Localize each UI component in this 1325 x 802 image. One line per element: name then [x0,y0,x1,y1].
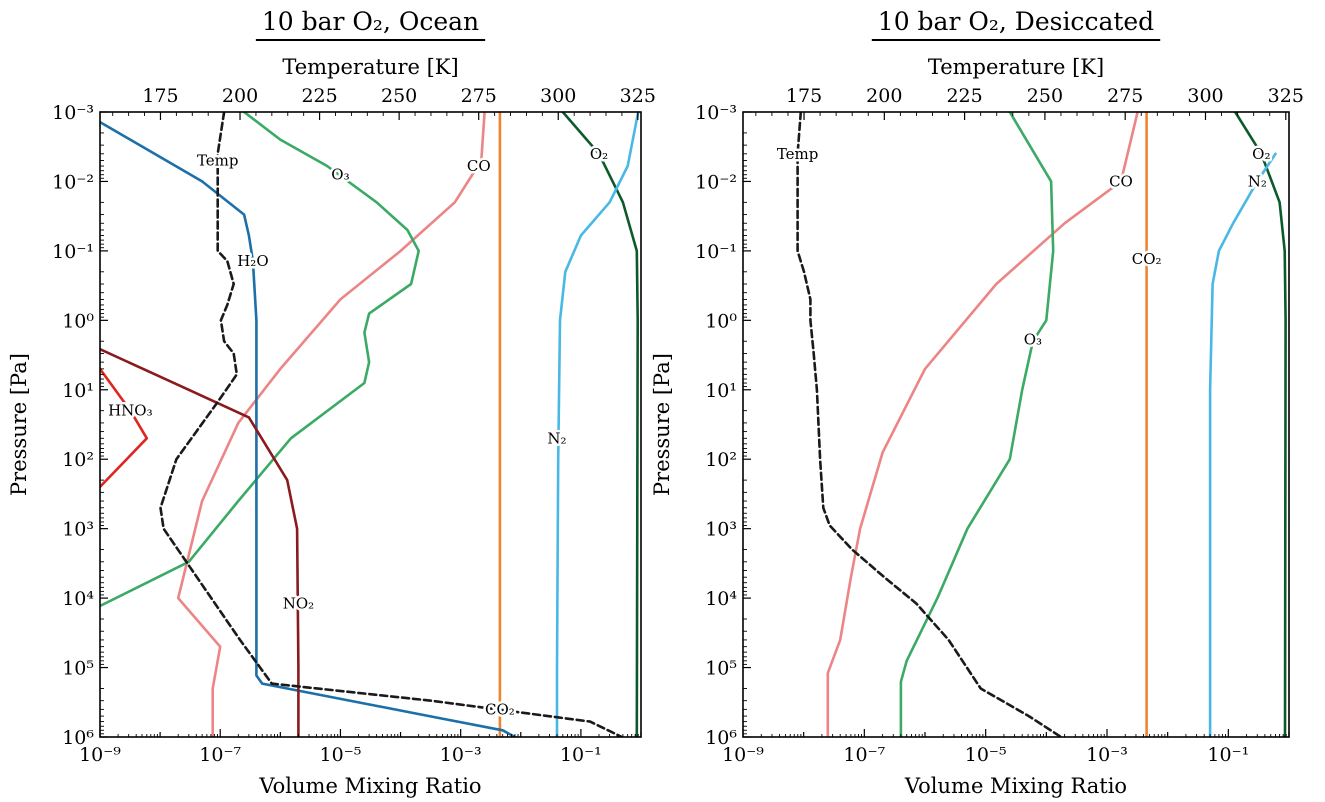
series-line-temp [159,112,624,737]
y-tick-label: 10³ [705,519,737,541]
x-tick-label: 10⁻⁷ [843,744,885,766]
y-tick-label: 10² [705,449,737,471]
temp-tick-label: 250 [381,85,417,107]
temp-tick-label: 200 [866,85,902,107]
series-line-temp [796,112,1063,737]
series-label-o2: O₂ [590,145,608,163]
y-tick-label: 10⁶ [62,727,94,749]
y-tick-label: 10⁰ [705,310,737,332]
series-label-n2: N₂ [1248,172,1267,190]
y-tick-label: 10⁴ [705,588,737,610]
y-tick-label: 10⁵ [62,658,94,680]
series-line-n2 [555,112,640,737]
y-tick-label: 10⁻¹ [695,241,737,263]
x-tick-label: 10⁻¹ [1207,744,1249,766]
chart-title: 10 bar O₂, Ocean [262,7,479,36]
y-tick-label: 10⁻² [52,171,94,193]
series-line-n2 [1208,152,1277,737]
series-line-o3 [899,112,1055,737]
series-label-co2: CO₂ [1132,250,1162,268]
x-tick-label: 10⁻¹ [560,744,602,766]
chart-title: 10 bar O₂, Desiccated [878,7,1154,36]
series-label-o3: O₃ [331,166,349,184]
x-tick-label: 10⁻⁵ [965,744,1007,766]
series-lines [796,112,1287,737]
y-tick-label: 10⁵ [705,658,737,680]
panel-ocean: O₂ N₂ CO₂ CO O₃ H₂O NO₂ HNO₃ Temp 10⁻⁹ 10⁻⁷ 10⁻⁵ 10⁻… [7,7,656,798]
x-tick-label: 10⁻⁹ [79,744,121,766]
plot-frame [742,111,1290,738]
series-label-o3: O₃ [1024,331,1042,349]
y-axis-label: Pressure [Pa] [650,353,674,496]
temp-tick-label: 250 [1027,85,1063,107]
series-line-co [826,112,1139,737]
temp-tick-label: 325 [1268,85,1304,107]
temp-tick-label: 175 [786,85,822,107]
temp-axis-label: Temperature [K] [928,55,1104,79]
series-line-o2 [561,112,639,737]
y-tick-label: 10⁻¹ [52,241,94,263]
series-label-co: CO [467,157,491,175]
y-tick-label: 10⁻² [695,171,737,193]
x-tick-label: 10⁻³ [440,744,482,766]
series-label-n2: N₂ [547,429,566,447]
series-label-h2o: H₂O [237,252,268,270]
plot-frame [99,111,642,738]
series-label-co2: CO₂ [485,700,515,718]
temp-tick-label: 275 [461,85,497,107]
series-label-temp: Temp [777,145,819,163]
series-label-hno3: HNO₃ [108,402,153,420]
y-tick-label: 10² [62,449,94,471]
series-line-o2 [1233,112,1287,737]
series-line-hno3 [100,367,149,489]
temp-tick-label: 275 [1107,85,1143,107]
x-tick-label: 10⁻⁷ [199,744,241,766]
y-tick-label: 10⁻³ [695,102,737,124]
y-tick-label: 10⁴ [62,588,94,610]
x-tick-label: 10⁻⁵ [320,744,362,766]
y-tick-label: 10⁶ [705,727,737,749]
y-tick-label: 10⁻³ [52,102,94,124]
series-label-temp: Temp [197,152,239,170]
temp-tick-label: 225 [301,85,337,107]
temp-tick-label: 300 [1187,85,1223,107]
y-tick-label: 10³ [62,519,94,541]
panel-desiccated: O₂ N₂ CO₂ CO O₃ Temp 10⁻⁹ 10⁻⁷ 10⁻⁵ 10⁻³ 10⁻¹ 10⁻³ 1… [650,7,1304,798]
y-axis-label: Pressure [Pa] [7,353,31,496]
series-label-co: CO [1109,172,1133,190]
temp-tick-label: 200 [222,85,258,107]
series-label-no2: NO₂ [283,595,314,613]
temp-tick-label: 300 [540,85,576,107]
x-axis-label: Volume Mixing Ratio [904,774,1127,798]
x-tick-label: 10⁻³ [1086,744,1128,766]
temp-tick-label: 175 [142,85,178,107]
series-line-co [176,112,486,737]
series-lines [100,112,640,737]
series-line-h2o [100,120,517,737]
temp-tick-label: 225 [946,85,982,107]
y-tick-label: 10¹ [705,380,737,402]
y-tick-label: 10⁰ [62,310,94,332]
temp-tick-label: 325 [620,85,656,107]
temp-axis-label: Temperature [K] [282,55,458,79]
series-label-o2: O₂ [1252,145,1270,163]
y-tick-label: 10¹ [62,380,94,402]
series-line-o3 [100,112,420,608]
x-axis-label: Volume Mixing Ratio [258,774,481,798]
x-tick-label: 10⁻⁹ [722,744,764,766]
series-line-no2 [100,347,300,737]
